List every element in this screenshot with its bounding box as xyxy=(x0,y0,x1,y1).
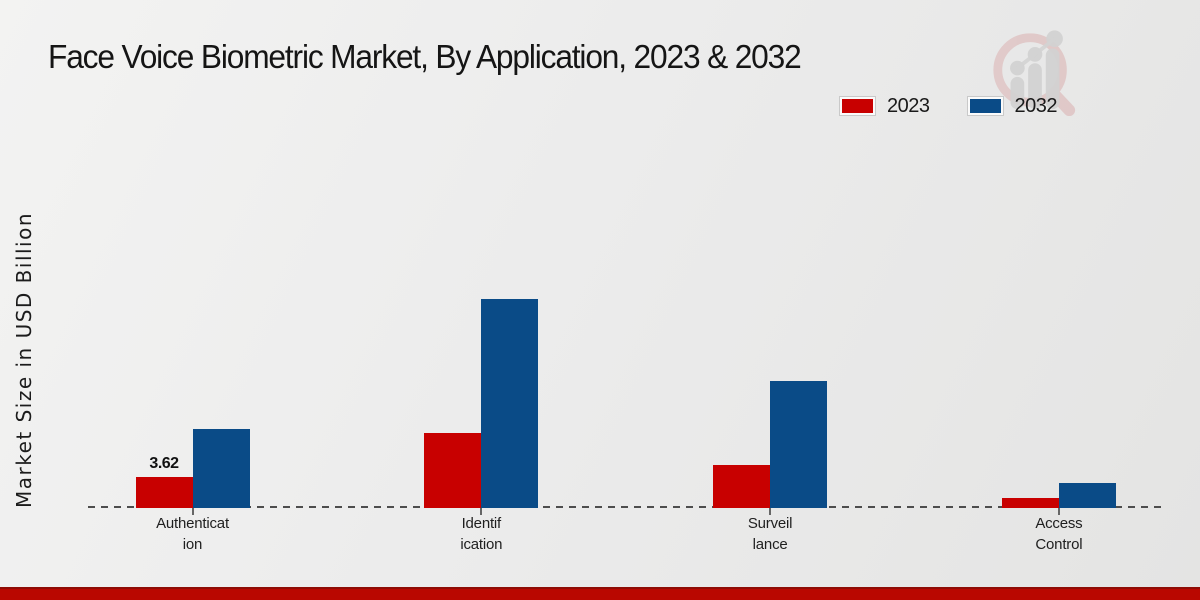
magnifier-chart-logo-icon xyxy=(993,30,1076,117)
x-axis-label-access-control: Access Control xyxy=(979,513,1139,555)
x-axis-label-line: Authenticat xyxy=(156,515,229,532)
bar-2023-identification xyxy=(424,433,482,508)
bar-2032-authentication xyxy=(192,429,250,508)
legend-label-2032: 2032 xyxy=(1014,94,1058,117)
x-axis-tick xyxy=(480,508,483,515)
legend-item-2023: 2023 xyxy=(840,95,930,118)
bar-2023-access-control xyxy=(1001,498,1059,508)
footer-accent-bar xyxy=(0,587,1200,600)
x-axis-tick xyxy=(191,508,194,515)
x-axis-label-surveillance: Surveil lance xyxy=(690,513,850,555)
x-axis-baseline xyxy=(88,506,1164,508)
x-axis-label-line: Identif xyxy=(461,515,502,532)
x-axis-label-line: Access xyxy=(1035,515,1083,532)
bar-2032-identification xyxy=(481,299,539,508)
x-axis-label-identification: Identif ication xyxy=(401,513,561,555)
legend-label-2023: 2023 xyxy=(887,94,930,117)
bar-2023-authentication xyxy=(135,477,193,508)
chart-title: Face Voice Biometric Market, By Applicat… xyxy=(48,38,802,75)
x-axis-tick xyxy=(1057,508,1060,515)
legend-item-2032: 2032 xyxy=(967,94,1058,118)
x-axis-tick xyxy=(769,508,772,515)
legend-swatch-2032 xyxy=(967,97,1003,115)
x-axis-label-authentication: Authenticat ion xyxy=(113,513,273,555)
bar-2023-surveillance xyxy=(713,465,771,508)
x-axis-label-line: lance xyxy=(752,536,788,553)
x-axis-label-line: Surveil xyxy=(747,515,793,532)
x-axis-label-line: ion xyxy=(182,536,203,553)
bar-2032-access-control xyxy=(1058,483,1116,508)
bar-value-label: 3.62 xyxy=(149,455,179,472)
x-axis-label-line: Control xyxy=(1035,536,1083,553)
bar-2032-surveillance xyxy=(770,381,828,508)
legend-swatch-2023 xyxy=(840,97,875,115)
x-axis-label-line: ication xyxy=(460,536,503,553)
legend: 2023 2032 xyxy=(840,92,1057,120)
